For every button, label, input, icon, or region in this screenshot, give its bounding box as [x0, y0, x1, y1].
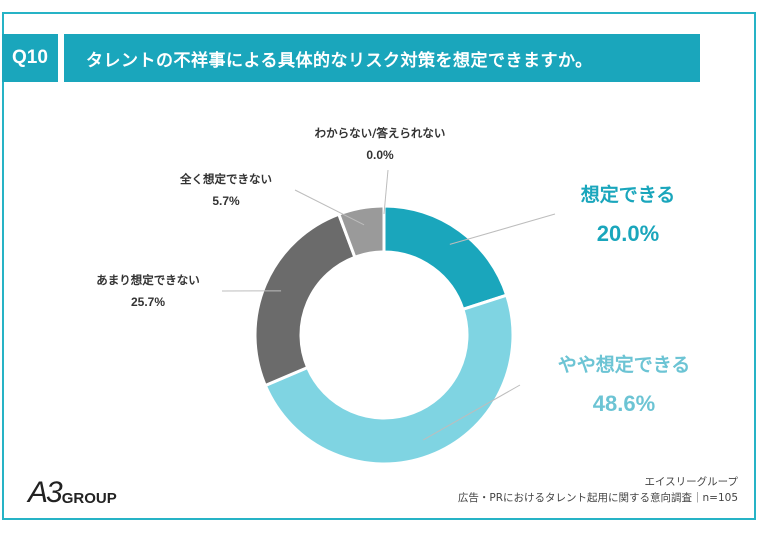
leader-line — [449, 213, 556, 245]
source-org: エイスリーグループ — [644, 476, 738, 488]
slice-label: わからない/答えられない — [315, 126, 446, 140]
donut-slice — [253, 212, 357, 388]
leader-line — [294, 189, 365, 226]
slice-label: 想定できる — [581, 183, 676, 206]
donut-slice — [382, 204, 509, 312]
question-title: タレントの不祥事による具体的なリスク対策を想定できますか。 — [64, 34, 700, 82]
slice-label: あまり想定できない — [96, 273, 200, 287]
donut-slice — [336, 204, 386, 260]
logo-mark: A3 — [28, 476, 63, 509]
slice-value-label: 20.0% — [597, 221, 659, 246]
leader-line — [383, 169, 389, 215]
donut-slice — [263, 293, 515, 466]
logo-text: GROUP — [61, 490, 117, 507]
source-footnote: エイスリーグループ 広告・PRにおけるタレント起用に関する意向調査｜n=105 — [458, 474, 738, 506]
slice-label: 全く想定できない — [179, 172, 272, 186]
leader-line — [423, 384, 521, 441]
slice-label: やや想定できる — [558, 353, 691, 376]
slice-value-label: 48.6% — [593, 391, 655, 416]
survey-name: 広告・PRにおけるタレント起用に関する意向調査｜n=105 — [457, 492, 738, 504]
a3-group-logo: A3 GROUP — [28, 478, 117, 508]
slice-value-label: 25.7% — [131, 295, 165, 309]
slide-frame — [2, 12, 756, 520]
slice-value-label: 5.7% — [212, 194, 240, 208]
slice-value-label: 0.0% — [366, 148, 394, 162]
question-number-badge: Q10 — [2, 34, 58, 82]
